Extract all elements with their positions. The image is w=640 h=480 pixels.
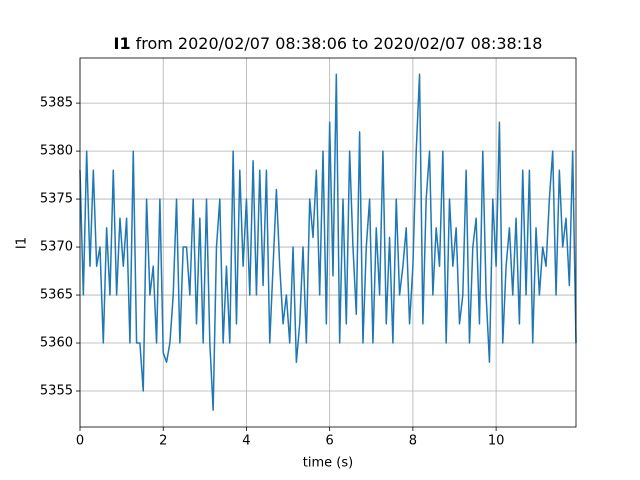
y-tick-label: 5360 <box>40 336 73 351</box>
x-tick-label: 8 <box>409 434 417 449</box>
x-tick-label: 0 <box>76 434 84 449</box>
y-tick-label: 5355 <box>40 384 73 399</box>
y-tick-label: 5385 <box>40 96 73 111</box>
y-tick-label: 5375 <box>40 192 73 207</box>
title-text: from 2020/02/07 08:38:06 to 2020/02/07 0… <box>136 34 543 53</box>
x-tick-label: 4 <box>242 434 250 449</box>
y-tick-label: 5380 <box>40 144 73 159</box>
plot-frame <box>79 57 577 428</box>
chart-title: I1 from 2020/02/07 08:38:06 to 2020/02/07… <box>114 34 543 53</box>
data-line <box>79 73 577 411</box>
x-tick-label: 6 <box>326 434 334 449</box>
title-bold: I1 <box>114 34 131 53</box>
y-tick-label: 5370 <box>40 240 73 255</box>
y-axis-label: I1 <box>15 237 30 249</box>
x-tick-label: 2 <box>159 434 167 449</box>
x-axis-label: time (s) <box>303 456 353 471</box>
x-tick-label: 10 <box>488 434 505 449</box>
y-tick-label: 5365 <box>40 288 73 303</box>
